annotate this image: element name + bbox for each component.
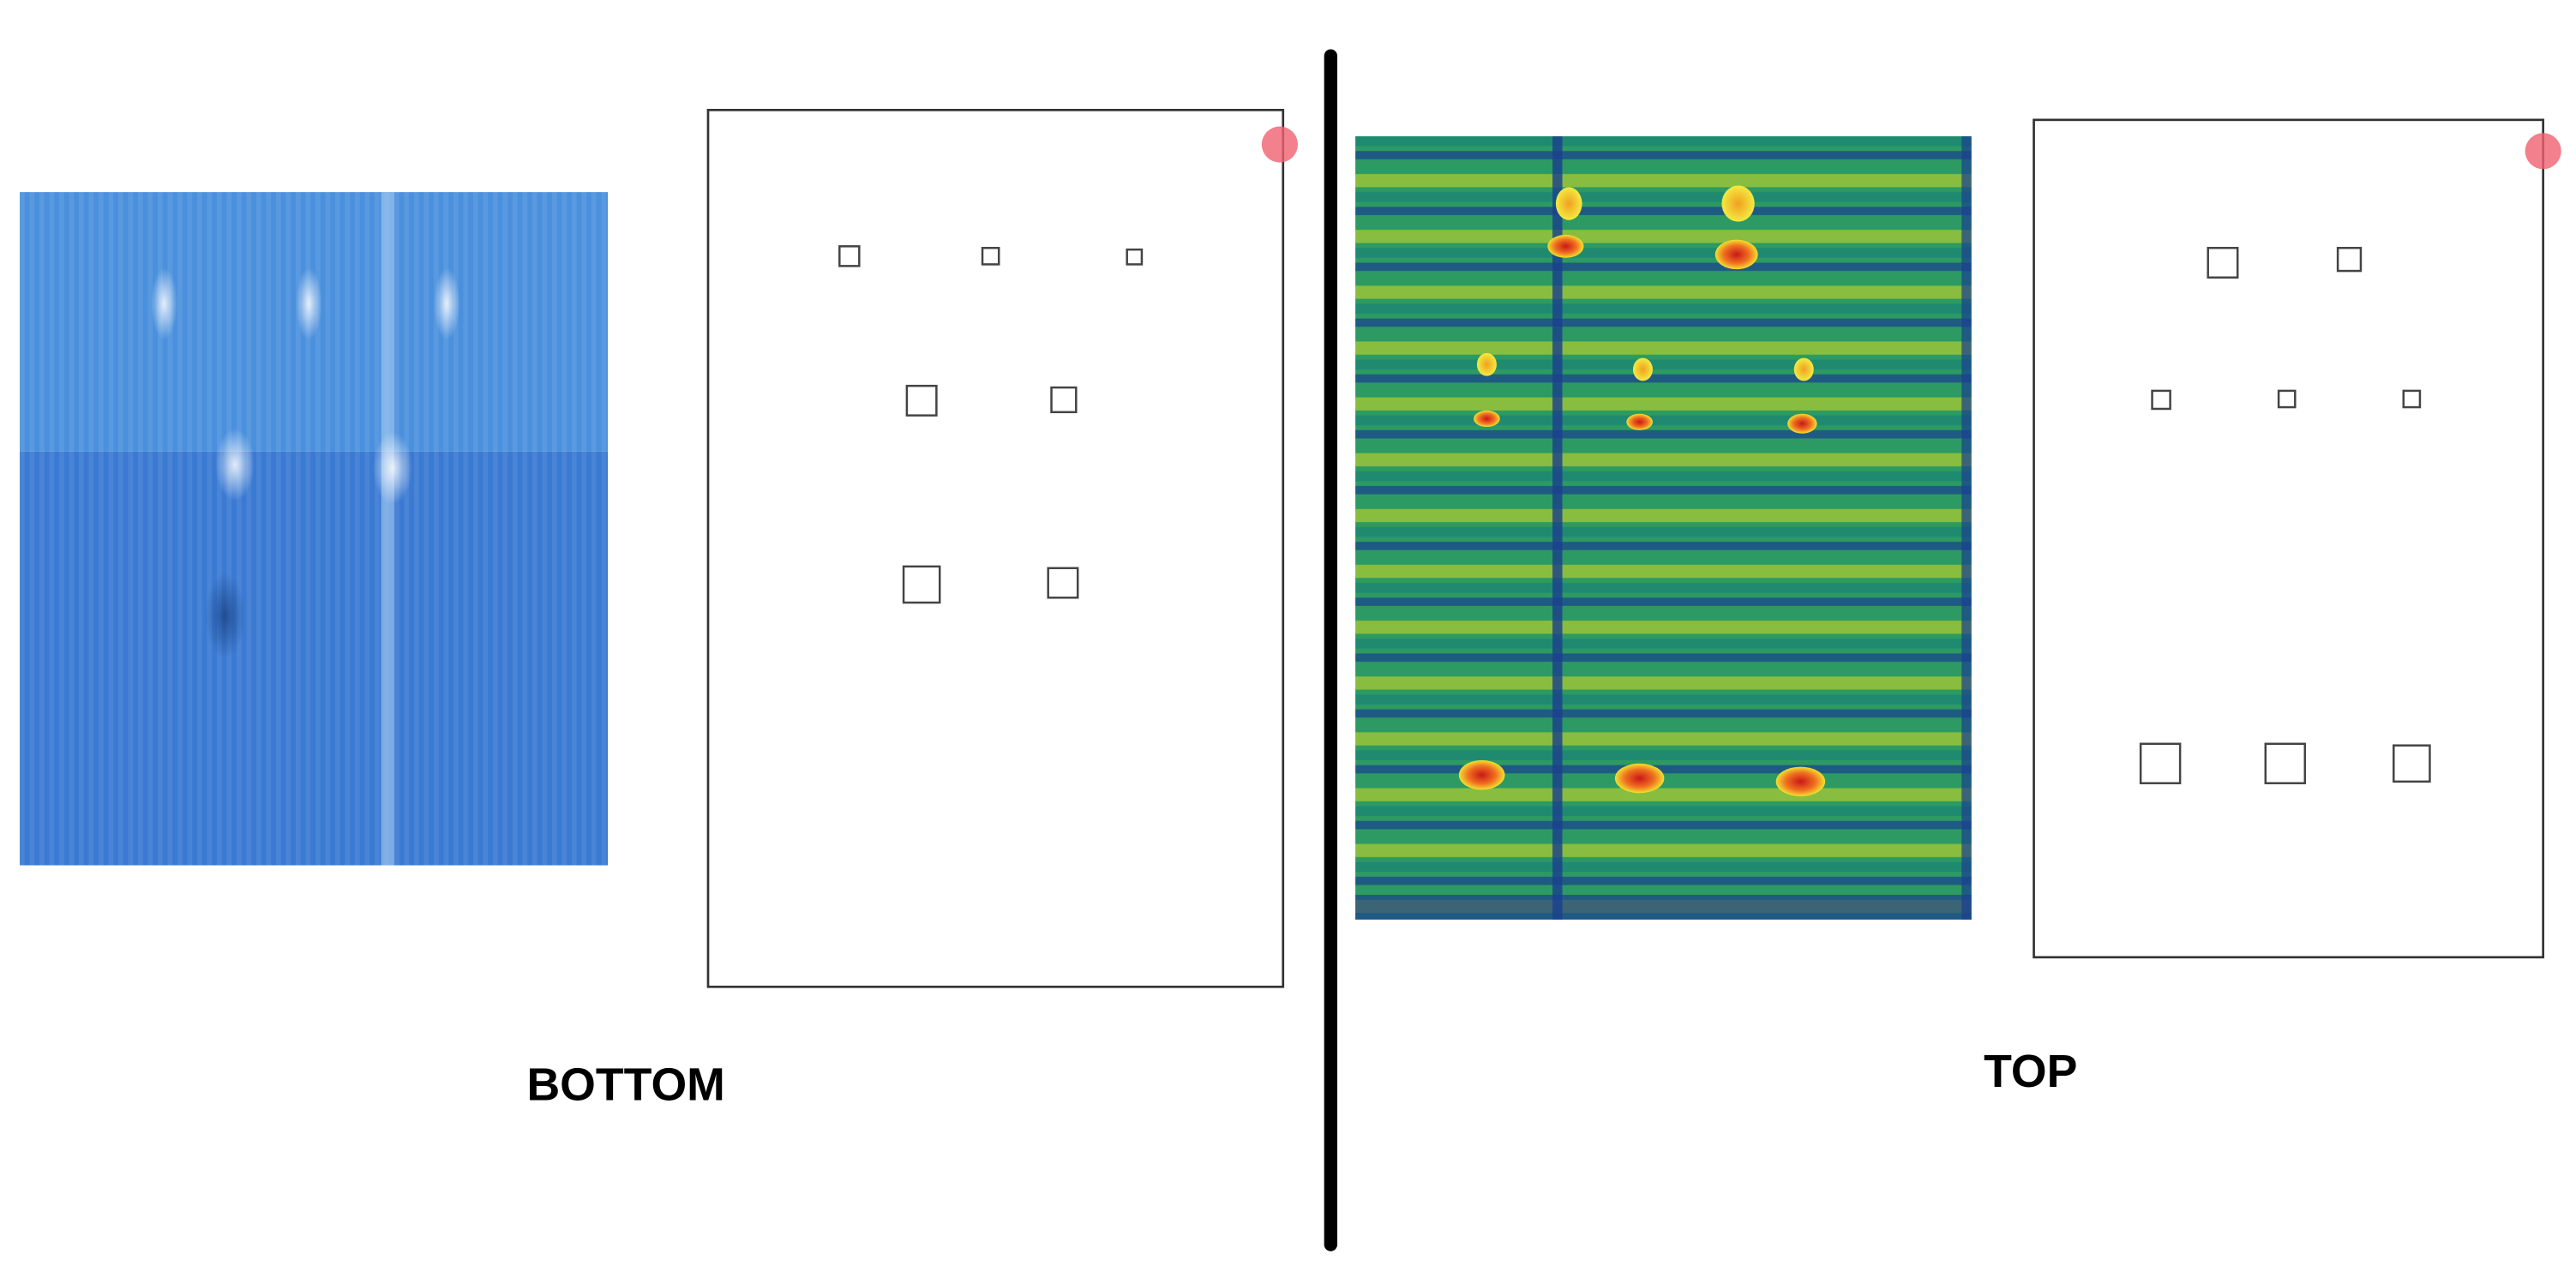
bottom-layout [706,109,1298,988]
divider [1324,49,1337,1251]
bottom-label: BOTTOM [526,1059,724,1110]
bottom-thermal-image [19,192,609,866]
top-layout [2033,118,2561,959]
top-thermal-image [1355,135,1972,920]
top-label: TOP [1984,1046,2077,1097]
